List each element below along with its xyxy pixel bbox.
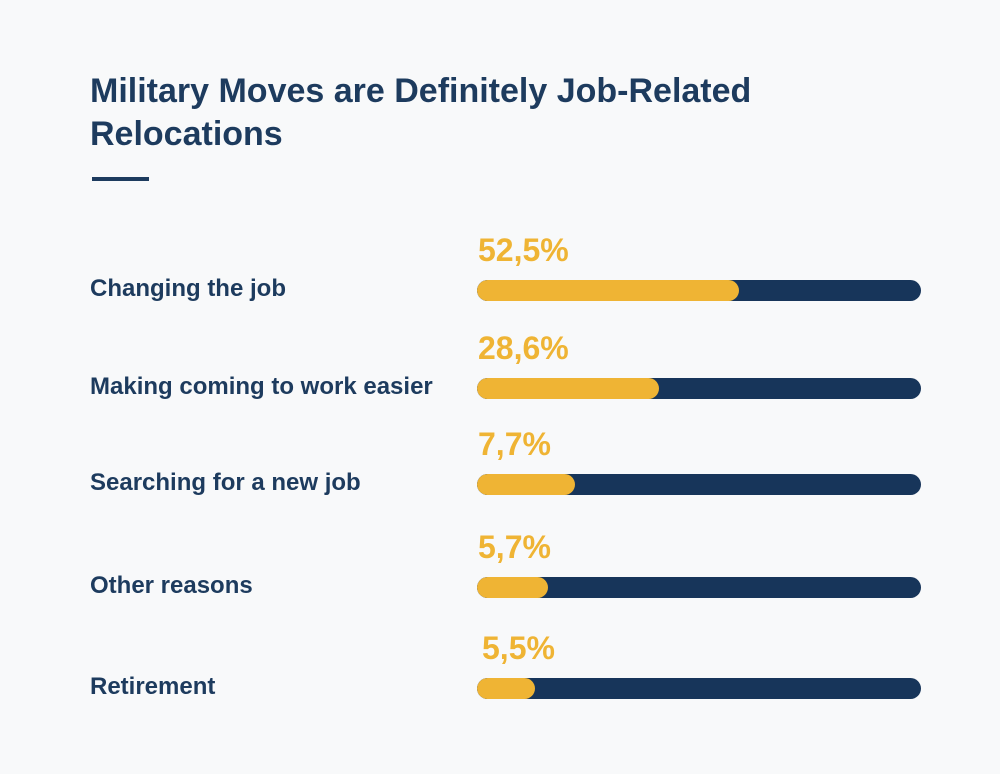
value-label: 28,6% bbox=[478, 330, 569, 366]
bar-track bbox=[477, 577, 921, 598]
bar-fill bbox=[477, 378, 660, 399]
bar-fill bbox=[477, 474, 575, 495]
bar-row: Retirement 5,5% bbox=[0, 630, 1000, 720]
bar-row: Other reasons 5,7% bbox=[0, 529, 1000, 619]
category-label: Other reasons bbox=[90, 572, 253, 599]
value-label: 7,7% bbox=[478, 426, 551, 462]
bar-fill bbox=[477, 678, 535, 699]
category-label: Changing the job bbox=[90, 275, 286, 302]
value-label: 5,7% bbox=[478, 529, 551, 565]
category-label: Retirement bbox=[90, 673, 216, 700]
bar-track bbox=[477, 678, 921, 699]
value-label: 52,5% bbox=[478, 232, 569, 268]
bar-track bbox=[477, 280, 921, 301]
chart-title: Military Moves are Definitely Job-Relate… bbox=[90, 72, 752, 153]
bar-fill bbox=[477, 577, 549, 598]
value-label: 5,5% bbox=[482, 630, 555, 666]
bar-row: Making coming to work easier 28,6% bbox=[0, 330, 1000, 420]
title-underline bbox=[92, 177, 149, 181]
bar-row: Searching for a new job 7,7% bbox=[0, 426, 1000, 516]
category-label: Searching for a new job bbox=[90, 469, 361, 496]
bar-track bbox=[477, 474, 921, 495]
bar-fill bbox=[477, 280, 739, 301]
bar-track bbox=[477, 378, 921, 399]
bar-row: Changing the job 52,5% bbox=[0, 232, 1000, 322]
category-label: Making coming to work easier bbox=[90, 373, 433, 400]
